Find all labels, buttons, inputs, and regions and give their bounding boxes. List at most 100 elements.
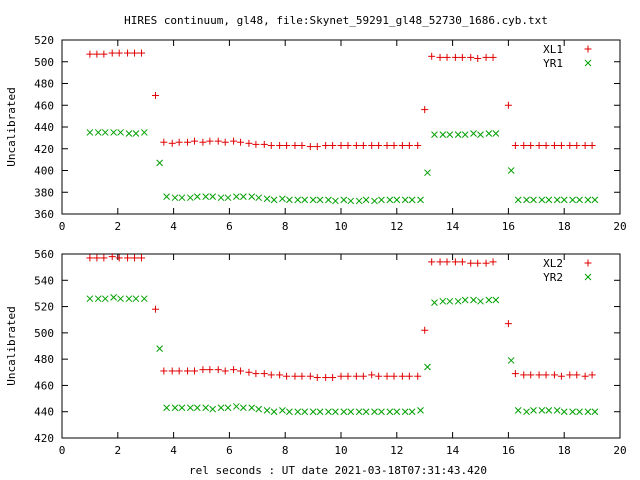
- data-point-xl2: [542, 371, 550, 379]
- data-point-xl2: [421, 326, 429, 334]
- data-point-xl2: [368, 371, 376, 379]
- data-point-xl2: [581, 372, 589, 380]
- top-data-marks: [86, 49, 599, 205]
- top-legend: XL1 YR1: [543, 43, 592, 70]
- data-point-yr2: [401, 408, 409, 416]
- data-point-yr1: [286, 196, 293, 204]
- x-tick-label: 16: [502, 444, 515, 457]
- data-point-yr2: [117, 295, 124, 303]
- data-point-yr1: [417, 196, 424, 204]
- data-point-yr2: [163, 404, 170, 412]
- data-point-yr1: [294, 196, 302, 204]
- data-point-xl2: [375, 372, 383, 380]
- data-point-xl1: [390, 141, 398, 149]
- data-point-yr1: [507, 167, 515, 174]
- data-point-xl1: [566, 141, 574, 149]
- data-point-xl2: [199, 366, 207, 374]
- data-point-xl2: [93, 254, 101, 262]
- data-point-xl2: [151, 305, 159, 313]
- data-point-xl2: [306, 372, 314, 380]
- data-point-xl1: [100, 50, 108, 58]
- data-point-yr2: [248, 404, 256, 412]
- data-point-yr1: [378, 196, 385, 204]
- data-point-xl2: [329, 374, 337, 382]
- data-point-xl1: [313, 143, 321, 151]
- data-point-yr1: [439, 131, 447, 138]
- data-point-xl2: [520, 371, 528, 379]
- data-point-yr2: [545, 407, 553, 414]
- data-point-xl2: [276, 371, 284, 379]
- data-point-yr2: [186, 404, 194, 412]
- data-point-yr1: [193, 193, 201, 200]
- legend-symbol-yr1: [584, 59, 592, 67]
- data-point-xl1: [344, 141, 352, 149]
- y-tick-label: 480: [34, 78, 54, 91]
- data-point-xl1: [573, 141, 581, 149]
- data-point-yr2: [470, 296, 477, 304]
- data-point-xl2: [313, 374, 321, 382]
- data-point-yr2: [171, 404, 179, 412]
- data-point-xl1: [151, 91, 159, 99]
- data-point-yr2: [553, 407, 561, 414]
- data-point-xl2: [414, 372, 422, 380]
- data-point-xl2: [160, 367, 168, 375]
- data-point-yr2: [523, 408, 530, 416]
- data-point-xl2: [359, 372, 367, 380]
- data-point-yr2: [101, 295, 109, 303]
- chart-title: HIRES continuum, gl48, file:Skynet_59291…: [124, 14, 548, 27]
- data-point-xl1: [535, 141, 543, 149]
- y-tick-label: 440: [34, 406, 54, 419]
- y-tick-label: 400: [34, 165, 54, 178]
- data-point-xl1: [542, 141, 550, 149]
- data-point-yr1: [431, 131, 438, 138]
- data-point-yr2: [178, 404, 186, 412]
- legend-marker-xl1: [584, 45, 592, 53]
- data-point-xl2: [291, 372, 299, 380]
- data-point-yr1: [332, 197, 339, 205]
- bottom-y-axis-label: Uncalibrated: [5, 306, 18, 385]
- data-point-xl2: [298, 372, 306, 380]
- data-point-xl1: [451, 53, 459, 61]
- data-point-yr2: [408, 408, 416, 416]
- data-point-xl2: [191, 367, 199, 375]
- data-point-yr1: [454, 131, 462, 138]
- data-point-xl1: [352, 141, 360, 149]
- x-tick-label: 6: [226, 220, 233, 233]
- data-point-yr2: [424, 363, 431, 371]
- x-tick-label: 2: [114, 220, 121, 233]
- data-point-xl1: [260, 140, 268, 148]
- data-point-yr2: [202, 404, 210, 412]
- data-point-yr1: [171, 194, 179, 202]
- data-point-xl1: [93, 50, 101, 58]
- data-point-yr2: [591, 408, 599, 416]
- data-point-yr2: [125, 295, 133, 303]
- data-point-yr2: [477, 297, 484, 305]
- data-point-xl1: [337, 141, 345, 149]
- bottom-data-marks: [86, 253, 599, 416]
- y-tick-label: 500: [34, 56, 54, 69]
- data-point-xl2: [184, 367, 192, 375]
- bottom-plot-frame: [61, 253, 621, 439]
- data-point-yr1: [117, 129, 124, 136]
- data-point-yr1: [355, 197, 363, 205]
- data-point-xl1: [511, 141, 519, 149]
- data-point-xl2: [504, 320, 512, 328]
- data-point-yr2: [362, 408, 370, 416]
- x-tick-label: 20: [613, 444, 626, 457]
- data-point-xl1: [414, 141, 422, 149]
- data-point-xl2: [489, 258, 497, 266]
- data-point-xl2: [86, 254, 94, 262]
- data-point-yr2: [492, 296, 500, 304]
- data-point-yr1: [239, 193, 247, 200]
- data-point-xl1: [283, 141, 291, 149]
- y-tick-label: 540: [34, 274, 54, 287]
- data-point-yr1: [209, 193, 217, 200]
- top-axis-ticks: [61, 39, 621, 215]
- data-point-yr2: [263, 407, 271, 414]
- data-point-yr1: [270, 196, 278, 204]
- data-point-xl1: [322, 141, 330, 149]
- data-point-yr2: [355, 408, 363, 416]
- data-point-yr2: [132, 295, 140, 303]
- data-point-xl2: [260, 370, 268, 378]
- y-tick-label: 420: [34, 432, 54, 445]
